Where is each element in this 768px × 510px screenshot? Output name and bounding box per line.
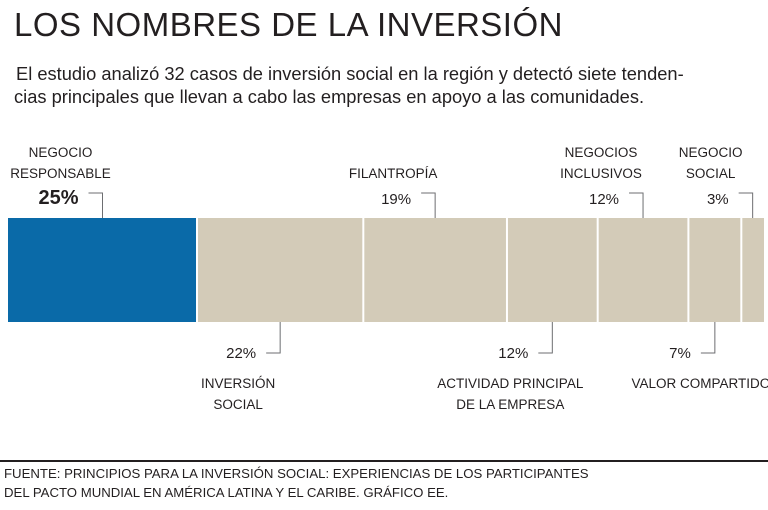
category-label: ACTIVIDAD PRINCIPAL (437, 376, 584, 391)
value-label: 12% (589, 191, 619, 208)
subtitle-line-2: cias principales que llevan a cabo las e… (14, 86, 645, 107)
bar-segment (506, 218, 598, 322)
value-label: 22% (226, 345, 256, 362)
subtitle-line-1: El estudio analizó 32 casos de inversión… (16, 63, 684, 84)
category-label: DE LA EMPRESA (456, 397, 564, 412)
footer-line-2: DEL PACTO MUNDIAL EN AMÉRICA LATINA Y EL… (4, 485, 449, 500)
value-label: 25% (38, 187, 78, 209)
leader-line (538, 322, 553, 354)
value-label: 12% (498, 345, 528, 362)
category-label: FILANTROPÍA (349, 166, 438, 181)
category-label: INVERSIÓN (201, 376, 275, 391)
category-label: SOCIAL (213, 397, 263, 412)
bar-segment (363, 218, 507, 322)
leader-line (266, 322, 281, 354)
bar-segment (8, 218, 197, 322)
value-label: 7% (669, 345, 691, 362)
category-label: INCLUSIVOS (560, 166, 642, 181)
chart-subtitle: El estudio analizó 32 casos de inversión… (14, 62, 762, 108)
bar-segment (597, 218, 689, 322)
category-label: VALOR COMPARTIDO (631, 376, 768, 391)
bar-segment (741, 218, 764, 322)
category-label: NEGOCIO (29, 145, 93, 160)
source-footer: FUENTE: PRINCIPIOS PARA LA INVERSIÓN SOC… (4, 464, 764, 502)
category-label: NEGOCIOS (565, 145, 638, 160)
leader-line (629, 192, 644, 218)
footer-divider (0, 460, 768, 462)
chart-title: LOS NOMBRES DE LA INVERSIÓN (14, 6, 563, 43)
leader-line (88, 192, 103, 218)
category-label: NEGOCIO (679, 145, 743, 160)
leader-line (421, 192, 436, 218)
value-label: 3% (707, 191, 729, 208)
footer-line-1: FUENTE: PRINCIPIOS PARA LA INVERSIÓN SOC… (4, 466, 589, 481)
leader-line (700, 322, 716, 354)
bar-segment (197, 218, 364, 322)
bar-segment (688, 218, 742, 322)
category-label: SOCIAL (686, 166, 736, 181)
value-label: 19% (381, 191, 411, 208)
category-label: RESPONSABLE (10, 166, 111, 181)
leader-line (738, 192, 754, 218)
